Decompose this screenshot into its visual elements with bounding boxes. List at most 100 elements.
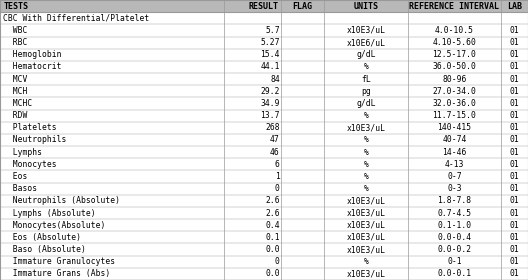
- Text: g/dL: g/dL: [356, 99, 375, 108]
- Text: 01: 01: [510, 123, 519, 132]
- Bar: [0, 24, 528, 36]
- Text: x10E3/uL: x10E3/uL: [346, 221, 385, 230]
- Text: CBC With Differential/Platelet: CBC With Differential/Platelet: [3, 14, 149, 23]
- Text: Basos: Basos: [3, 184, 37, 193]
- Text: 0-7: 0-7: [447, 172, 461, 181]
- Text: 5.27: 5.27: [260, 38, 280, 47]
- Bar: [0, 146, 528, 158]
- Text: 140-415: 140-415: [437, 123, 472, 132]
- Text: x10E3/uL: x10E3/uL: [346, 123, 385, 132]
- Text: Hemoglobin: Hemoglobin: [3, 50, 61, 59]
- Text: 14-46: 14-46: [442, 148, 467, 157]
- Text: 01: 01: [510, 99, 519, 108]
- Text: Monocytes: Monocytes: [3, 160, 56, 169]
- Text: 01: 01: [510, 75, 519, 84]
- Text: 0.0: 0.0: [265, 269, 280, 278]
- Text: 0.0-0.1: 0.0-0.1: [437, 269, 472, 278]
- Text: UNITS: UNITS: [353, 2, 379, 11]
- Bar: [0, 171, 528, 183]
- Bar: [0, 219, 528, 231]
- Bar: [0, 134, 528, 146]
- Text: 13.7: 13.7: [260, 111, 280, 120]
- Text: REFERENCE INTERVAL: REFERENCE INTERVAL: [409, 2, 499, 11]
- Text: 01: 01: [510, 38, 519, 47]
- Text: 27.0-34.0: 27.0-34.0: [432, 87, 476, 96]
- Bar: [0, 73, 528, 85]
- Text: 40-74: 40-74: [442, 136, 467, 144]
- Text: %: %: [363, 111, 369, 120]
- Bar: [0, 0, 528, 12]
- Bar: [0, 244, 528, 256]
- Text: 01: 01: [510, 196, 519, 205]
- Text: Platelets: Platelets: [3, 123, 56, 132]
- Text: Baso (Absolute): Baso (Absolute): [3, 245, 86, 254]
- Text: RESULT: RESULT: [249, 2, 279, 11]
- Text: 15.4: 15.4: [260, 50, 280, 59]
- Text: %: %: [363, 62, 369, 71]
- Text: Immature Grans (Abs): Immature Grans (Abs): [3, 269, 110, 278]
- Text: 12.5-17.0: 12.5-17.0: [432, 50, 476, 59]
- Text: 0.1-1.0: 0.1-1.0: [437, 221, 472, 230]
- Text: Monocytes(Absolute): Monocytes(Absolute): [3, 221, 105, 230]
- Text: 1.8-7.8: 1.8-7.8: [437, 196, 472, 205]
- Text: 4.10-5.60: 4.10-5.60: [432, 38, 476, 47]
- Bar: [0, 268, 528, 280]
- Text: 0.0-0.4: 0.0-0.4: [437, 233, 472, 242]
- Bar: [0, 231, 528, 244]
- Text: 0.7-4.5: 0.7-4.5: [437, 209, 472, 218]
- Bar: [0, 207, 528, 219]
- Bar: [0, 97, 528, 109]
- Text: 0.4: 0.4: [265, 221, 280, 230]
- Text: 01: 01: [510, 160, 519, 169]
- Text: 268: 268: [265, 123, 280, 132]
- Text: WBC: WBC: [3, 26, 27, 35]
- Text: 0.0-0.2: 0.0-0.2: [437, 245, 472, 254]
- Bar: [0, 122, 528, 134]
- Text: 01: 01: [510, 26, 519, 35]
- Text: x10E3/uL: x10E3/uL: [346, 269, 385, 278]
- Text: 01: 01: [510, 50, 519, 59]
- Text: MCHC: MCHC: [3, 99, 32, 108]
- Text: LAB: LAB: [507, 2, 522, 11]
- Text: 2.6: 2.6: [265, 196, 280, 205]
- Text: 80-96: 80-96: [442, 75, 467, 84]
- Text: 01: 01: [510, 221, 519, 230]
- Text: 5.7: 5.7: [265, 26, 280, 35]
- Text: Lymphs (Absolute): Lymphs (Absolute): [3, 209, 95, 218]
- Text: %: %: [363, 148, 369, 157]
- Text: 34.9: 34.9: [260, 99, 280, 108]
- Bar: [0, 195, 528, 207]
- Bar: [0, 109, 528, 122]
- Text: 47: 47: [270, 136, 280, 144]
- Text: 6: 6: [275, 160, 280, 169]
- Text: 01: 01: [510, 233, 519, 242]
- Text: 46: 46: [270, 148, 280, 157]
- Text: 0: 0: [275, 184, 280, 193]
- Text: 32.0-36.0: 32.0-36.0: [432, 99, 476, 108]
- Text: %: %: [363, 160, 369, 169]
- Text: g/dL: g/dL: [356, 50, 375, 59]
- Text: 01: 01: [510, 87, 519, 96]
- Text: Eos (Absolute): Eos (Absolute): [3, 233, 81, 242]
- Text: Immature Granulocytes: Immature Granulocytes: [3, 257, 115, 266]
- Text: 2.6: 2.6: [265, 209, 280, 218]
- Bar: [0, 85, 528, 97]
- Text: 0-3: 0-3: [447, 184, 461, 193]
- Text: 0.0: 0.0: [265, 245, 280, 254]
- Text: 4-13: 4-13: [445, 160, 464, 169]
- Text: 0-1: 0-1: [447, 257, 461, 266]
- Bar: [0, 256, 528, 268]
- Text: 01: 01: [510, 257, 519, 266]
- Text: x10E6/uL: x10E6/uL: [346, 38, 385, 47]
- Text: 01: 01: [510, 172, 519, 181]
- Text: 01: 01: [510, 209, 519, 218]
- Bar: [0, 61, 528, 73]
- Text: x10E3/uL: x10E3/uL: [346, 26, 385, 35]
- Bar: [0, 36, 528, 49]
- Text: 36.0-50.0: 36.0-50.0: [432, 62, 476, 71]
- Text: 01: 01: [510, 269, 519, 278]
- Text: %: %: [363, 184, 369, 193]
- Text: Lymphs: Lymphs: [3, 148, 42, 157]
- Text: 01: 01: [510, 62, 519, 71]
- Bar: [0, 158, 528, 171]
